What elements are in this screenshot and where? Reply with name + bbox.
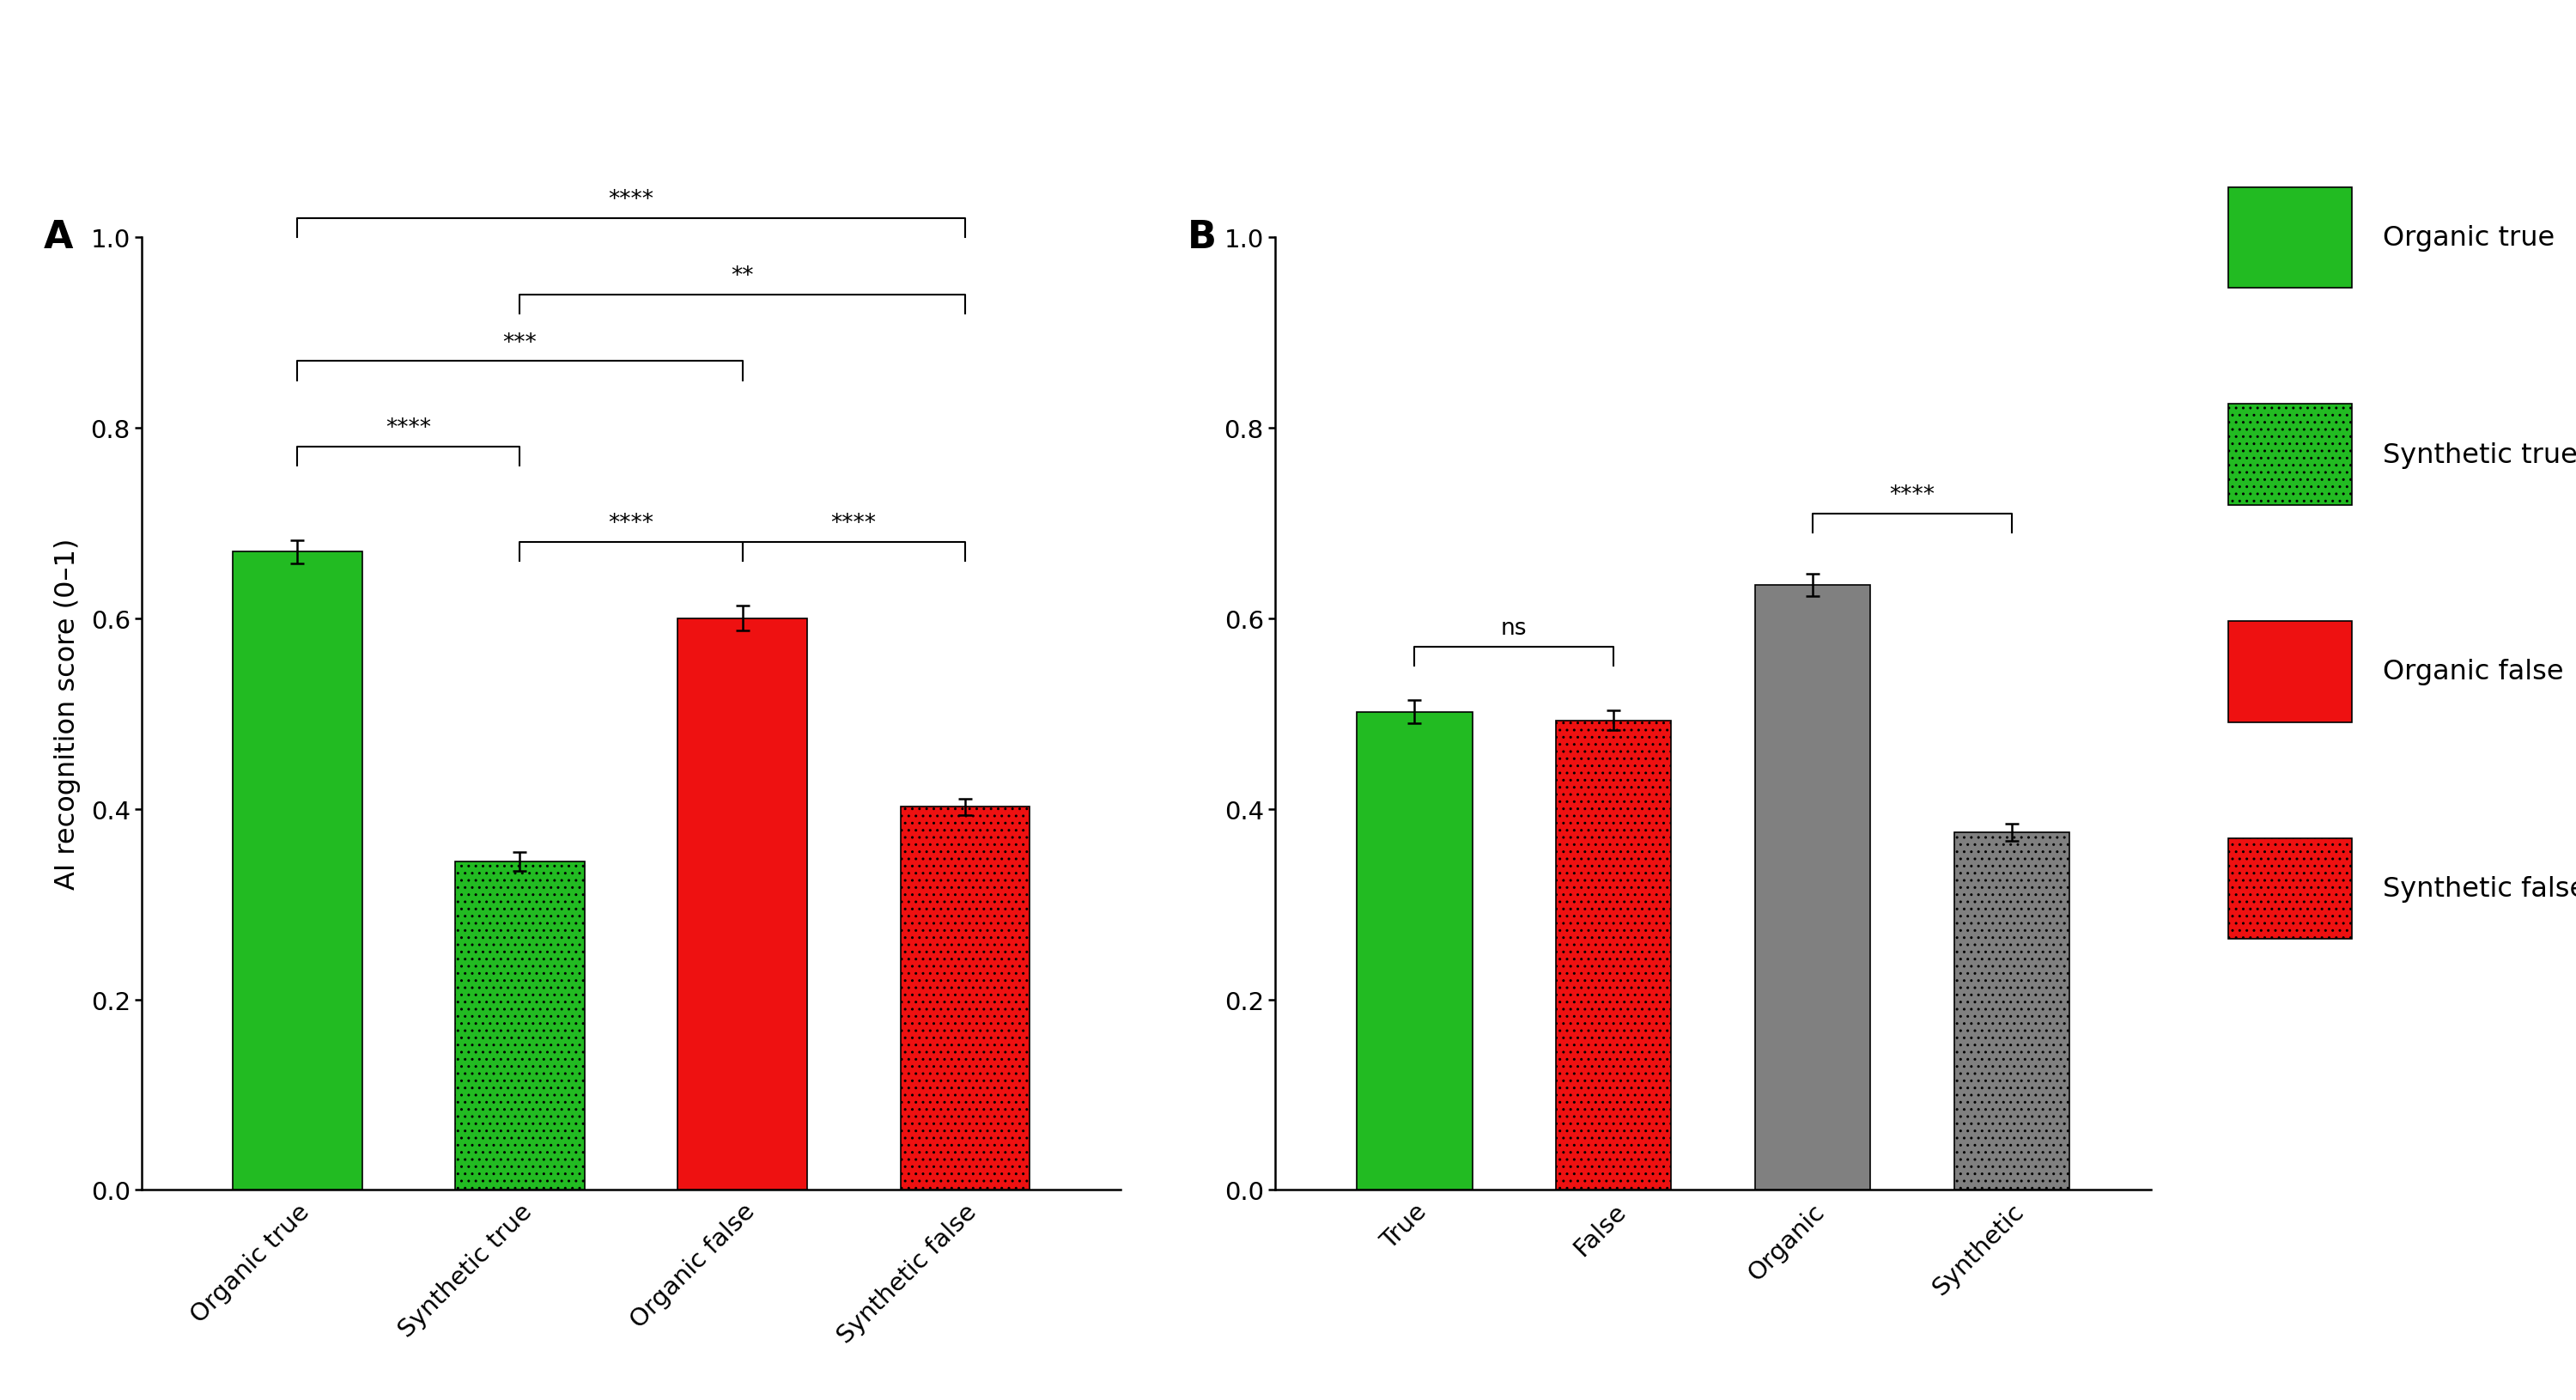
- Y-axis label: AI recognition score (0–1): AI recognition score (0–1): [54, 539, 80, 889]
- Bar: [1556, 721, 1672, 1190]
- Text: **: **: [732, 265, 755, 287]
- Text: ****: ****: [386, 417, 430, 440]
- Text: B: B: [1188, 218, 1216, 256]
- Bar: [232, 552, 361, 1190]
- Bar: [1953, 833, 2069, 1190]
- Text: ****: ****: [1888, 484, 1935, 507]
- Bar: [1358, 713, 1473, 1190]
- Text: ****: ****: [832, 512, 876, 535]
- Bar: [456, 861, 585, 1190]
- Text: Synthetic false: Synthetic false: [2383, 875, 2576, 903]
- Text: A: A: [44, 218, 72, 256]
- Text: Synthetic true: Synthetic true: [2383, 441, 2576, 469]
- Text: ***: ***: [502, 332, 536, 354]
- Text: ns: ns: [1502, 617, 1528, 640]
- Bar: [677, 619, 806, 1190]
- Text: Organic true: Organic true: [2383, 224, 2555, 252]
- Text: ****: ****: [608, 189, 654, 211]
- Bar: [902, 808, 1030, 1190]
- Bar: [1754, 585, 1870, 1190]
- Text: Organic false: Organic false: [2383, 658, 2563, 686]
- Text: ****: ****: [608, 512, 654, 535]
